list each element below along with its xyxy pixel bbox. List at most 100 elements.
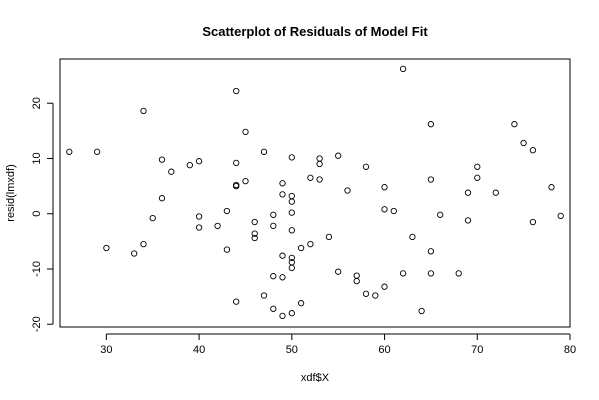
data-point [66, 148, 73, 155]
data-point [464, 217, 472, 224]
data-point [140, 107, 147, 115]
data-point [427, 176, 435, 183]
data-point [270, 222, 277, 230]
x-tick-label: 30 [100, 344, 112, 356]
y-tick-label: -20 [31, 316, 43, 332]
data-point [195, 158, 203, 165]
data-point [307, 174, 314, 181]
data-point [251, 230, 258, 237]
data-point [140, 240, 147, 248]
data-point [270, 211, 277, 218]
data-point [399, 270, 407, 277]
data-point [168, 168, 175, 175]
data-point [288, 192, 295, 200]
y-tick-label: 10 [31, 152, 43, 164]
data-point [399, 65, 407, 73]
data-point [233, 182, 240, 190]
data-point [381, 184, 388, 191]
data-point [242, 177, 249, 185]
data-point [158, 156, 166, 163]
data-point [464, 189, 472, 196]
data-point [260, 148, 268, 155]
data-point [353, 272, 360, 279]
data-point [325, 233, 333, 241]
y-tick-label: 20 [31, 97, 43, 109]
data-point [195, 213, 203, 220]
x-tick-label: 40 [193, 344, 205, 356]
data-point [297, 300, 305, 307]
data-point [362, 163, 370, 170]
data-point [251, 218, 258, 226]
data-point [427, 270, 435, 277]
data-point [557, 212, 564, 220]
data-point [279, 252, 286, 259]
x-tick-label: 60 [378, 344, 390, 356]
data-point [131, 250, 138, 257]
y-axis: -20 -10 0 10 20 [31, 97, 54, 332]
data-point [288, 209, 295, 216]
data-point [270, 273, 277, 280]
data-point [93, 148, 101, 155]
data-point [270, 305, 277, 312]
x-axis: 30 40 50 60 70 80 [100, 333, 576, 356]
data-point [307, 240, 314, 248]
data-point [186, 161, 193, 169]
data-point [316, 160, 323, 168]
y-tick-label: -10 [31, 261, 43, 277]
data-point [103, 244, 110, 252]
data-point [492, 189, 499, 196]
data-point [335, 152, 342, 159]
x-tick-label: 70 [471, 344, 483, 356]
data-point [511, 121, 518, 128]
x-tick-label: 80 [564, 344, 576, 356]
data-point [316, 176, 323, 183]
data-point [529, 147, 537, 154]
data-point [288, 227, 295, 234]
data-point [335, 268, 342, 275]
data-point [251, 234, 258, 242]
data-point [418, 307, 425, 315]
data-point [233, 298, 240, 305]
data-point [158, 195, 166, 202]
x-tick-label: 50 [286, 344, 298, 356]
data-point [437, 211, 444, 218]
data-point [372, 292, 379, 299]
data-point [427, 121, 435, 128]
y-axis-label: resid(lmxdf) [5, 164, 17, 221]
data-point [288, 310, 295, 317]
data-point [297, 244, 305, 252]
data-point [233, 159, 240, 167]
data-point [279, 191, 286, 198]
data-point [288, 198, 295, 205]
data-point [223, 207, 231, 215]
data-point [223, 246, 231, 253]
plot-frame [59, 58, 571, 328]
data-point [362, 290, 370, 297]
data-point [455, 270, 462, 277]
data-point [353, 277, 360, 285]
chart-title: Scatterplot of Residuals of Model Fit [202, 24, 428, 39]
data-point [474, 163, 481, 170]
data-point [260, 292, 268, 299]
data-point [520, 139, 527, 147]
data-point [288, 254, 295, 262]
data-point [548, 184, 555, 191]
data-point [427, 248, 435, 255]
data-point [381, 206, 388, 213]
data-point [279, 312, 286, 320]
data-point [288, 154, 295, 161]
data-point [474, 174, 481, 181]
data-point [214, 222, 221, 230]
data-point [279, 180, 286, 187]
x-axis-label: xdf$X [301, 372, 330, 384]
data-point [195, 224, 203, 231]
data-point [409, 233, 416, 241]
points-layer [66, 65, 564, 320]
data-point [288, 264, 295, 272]
data-point [381, 283, 388, 290]
data-point [279, 274, 286, 281]
data-point [529, 218, 537, 226]
y-tick-label: 0 [31, 211, 43, 217]
data-point [149, 214, 156, 222]
